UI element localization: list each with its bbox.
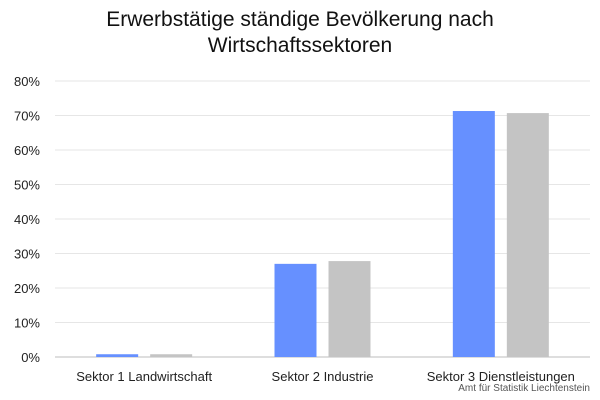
chart-title-line-2: Wirtschaftssektoren [207, 34, 393, 57]
y-tick-label: 80% [14, 74, 40, 89]
y-tick-label: 0% [21, 350, 40, 365]
y-axis: 0% 10% 20% 30% 40% 50% 60% 70% 80% [14, 74, 40, 365]
bar [452, 111, 495, 357]
y-tick-label: 50% [14, 178, 40, 193]
source-note: Amt für Statistik Liechtenstein [458, 383, 590, 394]
bar [506, 113, 549, 358]
chart-title-line-1: Erwerbstätige ständige Bevölkerung nach [106, 8, 494, 31]
x-tick-label: Sektor 2 Industrie [272, 369, 374, 384]
chart-title: Erwerbstätige ständige Bevölkerung nach … [0, 7, 600, 59]
y-tick-label: 10% [14, 316, 40, 331]
x-tick-label: Sektor 1 Landwirtschaft [76, 369, 212, 384]
bar [274, 263, 317, 357]
bar [328, 261, 371, 357]
bars [96, 111, 549, 358]
y-tick-label: 40% [14, 212, 40, 227]
bar [150, 354, 193, 357]
y-tick-label: 60% [14, 143, 40, 158]
grid-lines [55, 80, 590, 358]
y-tick-label: 20% [14, 281, 40, 296]
x-tick-label: Sektor 3 Dienstleistungen [427, 369, 575, 384]
bar [96, 354, 139, 357]
y-tick-label: 70% [14, 109, 40, 124]
x-axis: Sektor 1 Landwirtschaft Sektor 2 Industri… [76, 369, 575, 384]
y-tick-label: 30% [14, 247, 40, 262]
